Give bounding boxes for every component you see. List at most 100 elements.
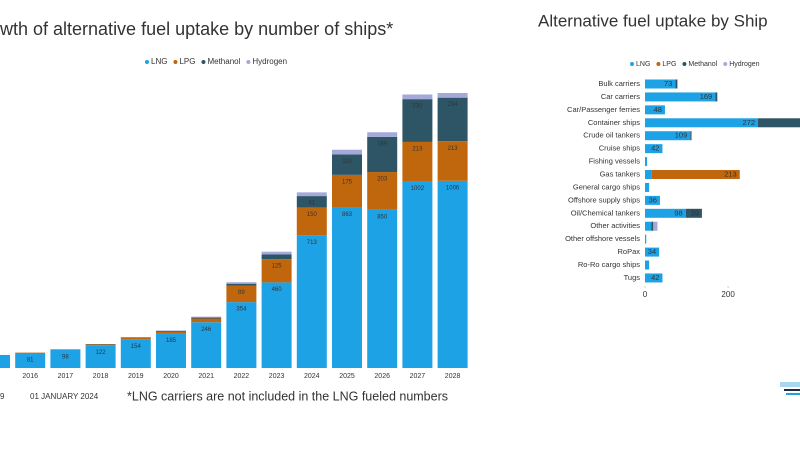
bar-segment xyxy=(261,254,292,260)
value-label: 109 xyxy=(675,131,688,140)
value-label: 1006 xyxy=(446,185,460,191)
bar-segment xyxy=(685,208,702,218)
value-label: 863 xyxy=(342,212,353,218)
x-tick-label: 2028 xyxy=(445,373,461,380)
footer-left: 9 xyxy=(0,392,5,401)
x-tick-label: 2018 xyxy=(93,373,109,380)
bar-segment xyxy=(296,235,327,368)
legend-label: LNG xyxy=(151,57,167,66)
x-tick-label: 2021 xyxy=(198,373,214,380)
y-tick-label: Car/Passenger ferries xyxy=(567,105,640,114)
y-tick-label: Gas tankers xyxy=(600,169,641,178)
value-label: 110 xyxy=(342,159,352,165)
value-label: 154 xyxy=(131,344,142,350)
bar-segment xyxy=(296,207,327,236)
bar-segment xyxy=(645,170,652,180)
legend-label: LPG xyxy=(179,57,195,66)
value-label: 122 xyxy=(96,350,107,356)
bar-segment xyxy=(645,273,663,283)
x-tick-label: 2020 xyxy=(163,373,179,380)
value-label: 713 xyxy=(307,240,318,246)
value-label: 98 xyxy=(674,208,682,217)
bar-segment xyxy=(261,259,292,283)
decor xyxy=(786,393,800,395)
x-tick-label: 2024 xyxy=(304,373,320,380)
value-label: 42 xyxy=(651,144,659,153)
value-label: 150 xyxy=(307,212,318,218)
value-label: 246 xyxy=(201,327,212,333)
x-tick-label: 200 xyxy=(721,290,735,299)
x-tick-label: 2019 xyxy=(128,373,144,380)
bar-segment xyxy=(645,234,647,244)
note: *LNG carriers are not included in the LN… xyxy=(127,389,448,403)
bar-segment xyxy=(50,349,81,368)
value-label: 185 xyxy=(166,338,177,344)
value-label: 234 xyxy=(448,102,459,108)
bar-segment xyxy=(645,221,652,231)
bar-segment xyxy=(332,174,362,208)
y-tick-label: Bulk carriers xyxy=(598,79,640,88)
y-tick-label: Oil/Chemical tankers xyxy=(571,208,640,217)
y-tick-label: Ro-Ro cargo ships xyxy=(578,260,640,269)
value-label: 189 xyxy=(377,141,388,147)
value-label: 42 xyxy=(651,273,659,282)
y-tick-label: Other offshore vessels xyxy=(565,234,640,243)
right-plot: 7316948272200109422133698393442 xyxy=(645,79,800,283)
bar-segment xyxy=(715,92,718,102)
bar-segment xyxy=(226,282,257,284)
decor xyxy=(780,382,800,387)
bar-segment xyxy=(332,207,362,368)
legend-marker xyxy=(682,62,687,66)
y-tick-label: Offshore supply ships xyxy=(568,195,640,204)
bar-segment xyxy=(402,181,433,368)
right-title: Alternative fuel uptake by Ship xyxy=(538,11,768,30)
bar-segment xyxy=(367,172,398,210)
bar-segment xyxy=(226,302,257,368)
x-tick-label: 2023 xyxy=(269,373,285,380)
value-label: 48 xyxy=(654,105,662,114)
bar-segment xyxy=(645,182,650,192)
legend-marker xyxy=(656,62,661,66)
bar-segment xyxy=(120,339,151,368)
value-label: 230 xyxy=(412,104,423,110)
legend-label: Hydrogen xyxy=(729,61,759,68)
value-label: 89 xyxy=(238,290,245,296)
bar-segment xyxy=(120,337,151,340)
bar-segment xyxy=(437,141,468,181)
value-label: 460 xyxy=(272,287,283,293)
legend-marker xyxy=(723,62,728,66)
bar-segment xyxy=(402,141,433,182)
bar-segment xyxy=(402,94,433,100)
y-tick-label: Fishing vessels xyxy=(589,157,641,166)
bar-segment xyxy=(332,149,362,155)
decor xyxy=(784,389,800,391)
bar-segment xyxy=(50,349,81,350)
bar-segment xyxy=(653,221,658,231)
legend-label: LPG xyxy=(662,61,676,68)
value-label: 850 xyxy=(377,214,388,220)
bar-segment xyxy=(296,196,327,208)
y-tick-label: Container ships xyxy=(588,118,640,127)
value-label: 175 xyxy=(342,179,353,185)
x-tick-label: 2017 xyxy=(58,373,74,380)
y-tick-label: Crude oil tankers xyxy=(583,131,640,140)
x-tick-label: 2016 xyxy=(22,373,38,380)
y-tick-label: Cruise ships xyxy=(599,144,641,153)
value-label: 125 xyxy=(272,264,283,270)
bar-segment xyxy=(261,282,292,368)
bar-segment xyxy=(367,209,398,368)
bar-segment xyxy=(645,208,686,218)
legend-marker xyxy=(630,62,634,66)
legend-label: Hydrogen xyxy=(252,57,287,66)
y-tick-label: Other activities xyxy=(590,221,640,230)
value-label: 354 xyxy=(236,307,247,313)
value-label: 98 xyxy=(62,354,69,360)
value-label: 203 xyxy=(377,177,388,183)
bar-segment xyxy=(645,157,648,167)
bar-segment xyxy=(402,99,433,142)
bar-segment xyxy=(367,136,398,173)
bar-segment xyxy=(15,352,46,368)
bar-segment xyxy=(296,192,327,197)
value-label: 34 xyxy=(648,247,656,256)
